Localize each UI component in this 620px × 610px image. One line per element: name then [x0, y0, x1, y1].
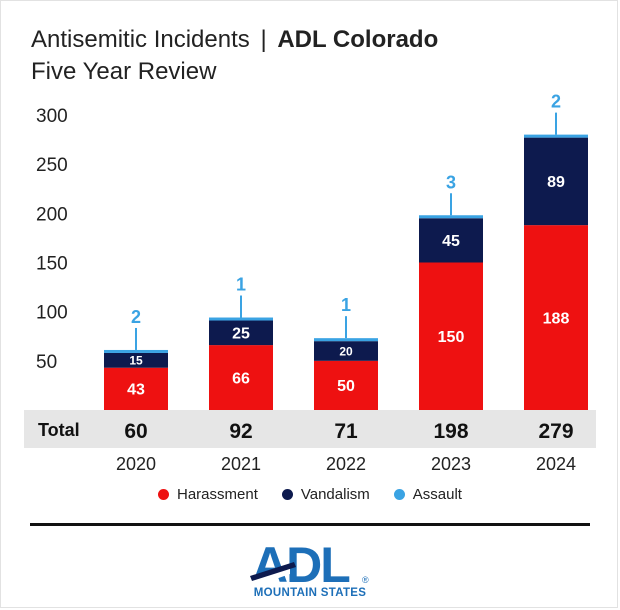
legend-swatch-assault	[393, 489, 405, 500]
bar-assault	[524, 134, 588, 138]
data-label-vandalism: 20	[339, 344, 353, 358]
legend-label-assault: Assault	[412, 486, 462, 503]
data-label-assault: 2	[551, 92, 561, 112]
y-tick-label: 50	[36, 352, 57, 373]
data-label-vandalism: 15	[129, 354, 143, 368]
totals-band	[24, 410, 596, 448]
legend-label-vandalism: Vandalism	[300, 486, 370, 503]
data-label-harassment: 50	[337, 378, 355, 395]
legend-label-harassment: Harassment	[177, 486, 258, 503]
x-tick-label: 2024	[536, 454, 576, 474]
bar-vandalism	[419, 218, 483, 263]
bar-harassment	[209, 345, 273, 410]
logo-wordmark: ADL	[252, 537, 349, 593]
bar-assault	[209, 317, 273, 321]
adl-logo: ADL ®	[250, 537, 369, 593]
chart-header: Antisemitic Incidents | ADL Colorado Fiv…	[31, 24, 438, 88]
data-label-vandalism: 89	[547, 174, 565, 191]
y-tick-label: 100	[36, 303, 68, 324]
title-separator: |	[260, 26, 267, 53]
x-tick-label: 2022	[326, 454, 366, 474]
data-label-assault: 1	[341, 295, 351, 315]
bar-harassment	[419, 262, 483, 410]
data-label-assault: 2	[131, 307, 141, 327]
total-value: 60	[124, 420, 147, 443]
legend-item-harassment: Harassment	[158, 486, 258, 503]
x-tick-label: 2020	[116, 454, 156, 474]
data-label-vandalism: 25	[232, 326, 250, 343]
y-tick-label: 150	[36, 254, 68, 275]
data-label-harassment: 188	[543, 310, 570, 327]
legend-swatch-harassment	[158, 489, 169, 500]
bar-harassment	[104, 367, 168, 410]
chart-subtitle: Five Year Review	[31, 58, 217, 85]
stacked-bar-chart: Total50100150200250300431526020206625192…	[24, 92, 596, 474]
y-tick-label: 200	[36, 204, 68, 225]
bar-vandalism	[104, 352, 168, 368]
data-label-assault: 1	[236, 275, 246, 295]
total-value: 92	[229, 420, 252, 443]
data-label-harassment: 66	[232, 370, 250, 387]
legend-swatch-vandalism	[281, 489, 293, 500]
title-bold: ADL Colorado	[277, 26, 439, 53]
divider-line	[30, 523, 590, 526]
chart-title: Antisemitic Incidents | ADL Colorado	[31, 24, 438, 56]
legend-item-assault: Assault	[393, 486, 462, 503]
logo-tagline: MOUNTAIN STATES	[253, 587, 367, 599]
data-label-assault: 3	[446, 172, 456, 192]
bar-vandalism	[209, 320, 273, 346]
bar-vandalism	[524, 137, 588, 226]
bar-assault	[314, 338, 378, 342]
title-prefix: Antisemitic Incidents	[31, 26, 250, 53]
total-value: 71	[334, 420, 358, 443]
data-label-harassment: 43	[127, 382, 145, 399]
bar-assault	[419, 215, 483, 219]
data-label-vandalism: 45	[442, 233, 460, 250]
chart-legend: Harassment Vandalism Assault	[0, 486, 620, 503]
total-value: 279	[538, 420, 573, 443]
bar-vandalism	[314, 341, 378, 361]
logo-swoosh	[250, 562, 296, 581]
y-tick-label: 300	[36, 106, 68, 127]
totals-label: Total	[38, 420, 80, 440]
bar-assault	[104, 349, 168, 353]
y-tick-label: 250	[36, 155, 68, 176]
bar-harassment	[314, 360, 378, 410]
total-value: 198	[433, 420, 468, 443]
data-label-harassment: 150	[438, 329, 465, 346]
bar-harassment	[524, 225, 588, 410]
logo-registered-mark: ®	[362, 575, 369, 585]
x-tick-label: 2023	[431, 454, 471, 474]
x-tick-label: 2021	[221, 454, 261, 474]
legend-item-vandalism: Vandalism	[281, 486, 370, 503]
